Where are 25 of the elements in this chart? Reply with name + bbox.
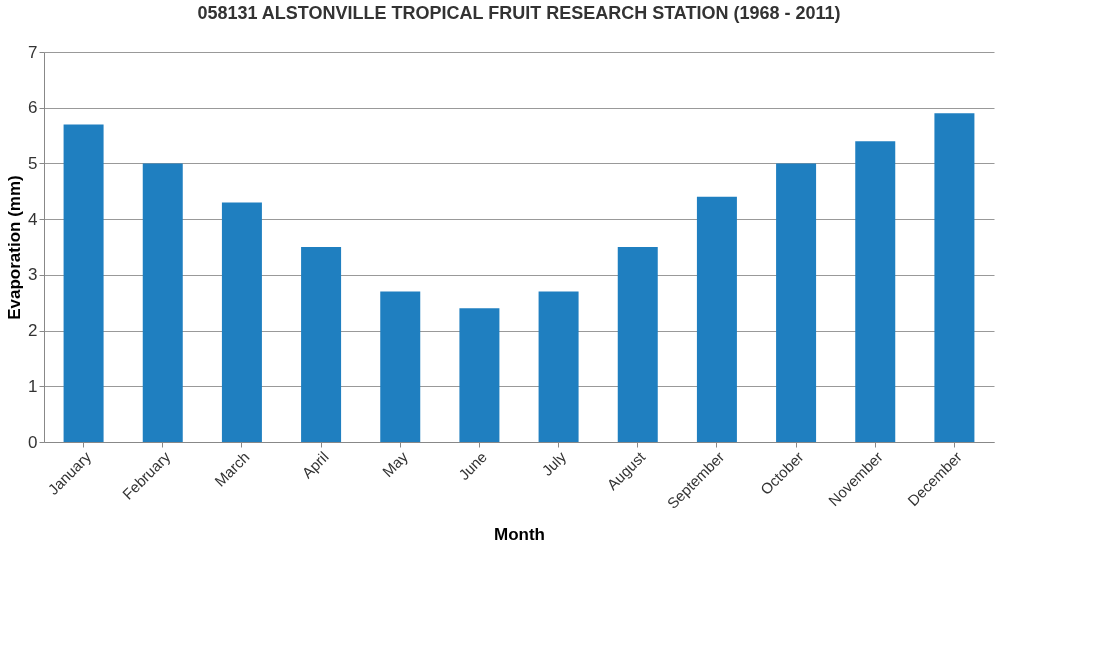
bar: [776, 163, 817, 442]
bar: [934, 113, 975, 442]
bar: [459, 308, 500, 442]
bar: [301, 247, 342, 442]
bar: [538, 291, 579, 442]
bar: [221, 202, 262, 442]
y-tick-label: 0: [28, 432, 38, 452]
y-tick-label: 5: [28, 153, 38, 173]
bar: [142, 163, 183, 442]
x-tick-label: May: [378, 447, 412, 481]
bar: [855, 141, 896, 442]
x-tick-label: July: [538, 447, 570, 479]
bar: [696, 196, 737, 442]
bar: [380, 291, 421, 442]
y-tick-label: 3: [28, 265, 38, 285]
chart-title: 058131 ALSTONVILLE TROPICAL FRUIT RESEARCH STATION (1968 - 2011): [197, 3, 841, 23]
y-tick-label: 4: [28, 209, 38, 229]
y-tick-label: 1: [28, 376, 38, 396]
bar: [617, 247, 658, 442]
bar: [63, 124, 104, 442]
y-tick-label: 6: [28, 98, 38, 118]
y-tick-label: 2: [28, 321, 38, 341]
y-axis-title: Evaporation (mm): [5, 175, 25, 320]
y-tick-label: 7: [28, 42, 38, 62]
x-axis-title: Month: [494, 524, 545, 544]
